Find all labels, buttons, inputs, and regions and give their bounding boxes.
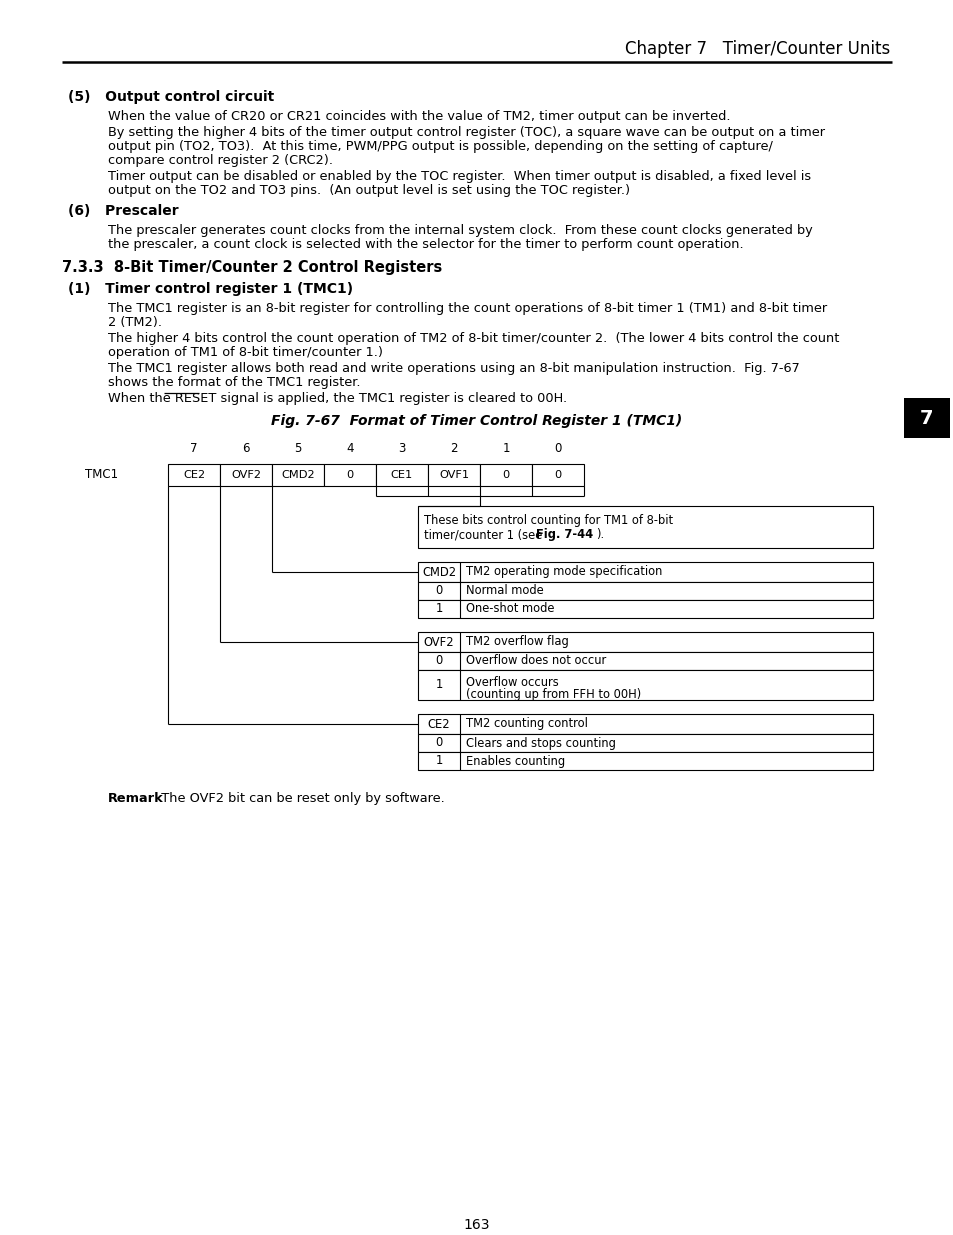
Text: Clears and stops counting: Clears and stops counting <box>465 736 616 750</box>
Bar <box>417 652 872 671</box>
Text: ).: ). <box>596 529 603 541</box>
Bar <box>417 671 872 700</box>
Text: 163: 163 <box>463 1218 490 1233</box>
Bar <box>417 506 872 548</box>
Bar <box>532 464 583 487</box>
Text: TM2 overflow flag: TM2 overflow flag <box>465 636 568 648</box>
Bar <box>903 398 949 438</box>
Text: 3: 3 <box>398 442 405 454</box>
Bar <box>375 464 428 487</box>
Text: When the value of CR20 or CR21 coincides with the value of TM2, timer output can: When the value of CR20 or CR21 coincides… <box>108 110 730 124</box>
Text: (1)   Timer control register 1 (TMC1): (1) Timer control register 1 (TMC1) <box>68 282 353 296</box>
Text: 4: 4 <box>346 442 354 454</box>
Text: Remark: Remark <box>108 792 164 805</box>
Bar <box>417 582 872 600</box>
Bar <box>272 464 324 487</box>
Text: 1: 1 <box>501 442 509 454</box>
Text: output on the TO2 and TO3 pins.  (An output level is set using the TOC register.: output on the TO2 and TO3 pins. (An outp… <box>108 184 630 198</box>
Text: The TMC1 register allows both read and write operations using an 8-bit manipulat: The TMC1 register allows both read and w… <box>108 362 799 375</box>
Text: 2 (TM2).: 2 (TM2). <box>108 316 162 329</box>
Text: By setting the higher 4 bits of the timer output control register (TOC), a squar: By setting the higher 4 bits of the time… <box>108 126 824 140</box>
Text: 0: 0 <box>435 736 442 750</box>
Text: Fig. 7-44: Fig. 7-44 <box>536 529 593 541</box>
Bar <box>220 464 272 487</box>
Text: (5)   Output control circuit: (5) Output control circuit <box>68 90 274 104</box>
Text: TM2 operating mode specification: TM2 operating mode specification <box>465 566 661 578</box>
Text: 0: 0 <box>346 471 354 480</box>
Text: 0: 0 <box>435 655 442 667</box>
Text: (counting up from FFH to 00H): (counting up from FFH to 00H) <box>465 688 640 701</box>
Text: When the RESET signal is applied, the TMC1 register is cleared to 00H.: When the RESET signal is applied, the TM… <box>108 391 566 405</box>
Text: CMD2: CMD2 <box>281 471 314 480</box>
Text: (6)   Prescaler: (6) Prescaler <box>68 204 178 219</box>
Text: OVF2: OVF2 <box>423 636 454 648</box>
Text: 7.3.3  8-Bit Timer/Counter 2 Control Registers: 7.3.3 8-Bit Timer/Counter 2 Control Regi… <box>62 261 442 275</box>
Bar <box>417 752 872 769</box>
Text: the prescaler, a count clock is selected with the selector for the timer to perf: the prescaler, a count clock is selected… <box>108 238 742 251</box>
Text: compare control register 2 (CRC2).: compare control register 2 (CRC2). <box>108 154 333 167</box>
Text: 2: 2 <box>450 442 457 454</box>
Text: Overflow occurs: Overflow occurs <box>465 676 558 689</box>
Bar <box>168 464 220 487</box>
Text: output pin (TO2, TO3).  At this time, PWM/PPG output is possible, depending on t: output pin (TO2, TO3). At this time, PWM… <box>108 140 772 153</box>
Text: 1: 1 <box>435 678 442 692</box>
Text: timer/counter 1 (see: timer/counter 1 (see <box>423 529 545 541</box>
Text: 1: 1 <box>435 603 442 615</box>
Bar <box>417 632 872 652</box>
Text: These bits control counting for TM1 of 8-bit: These bits control counting for TM1 of 8… <box>423 514 673 527</box>
Text: 6: 6 <box>242 442 250 454</box>
Text: Enables counting: Enables counting <box>465 755 564 767</box>
Bar <box>417 714 872 734</box>
Text: 1: 1 <box>435 755 442 767</box>
Text: The OVF2 bit can be reset only by software.: The OVF2 bit can be reset only by softwa… <box>152 792 444 805</box>
Text: 0: 0 <box>554 471 561 480</box>
Bar <box>417 734 872 752</box>
Text: OVF1: OVF1 <box>438 471 469 480</box>
Text: One-shot mode: One-shot mode <box>465 603 554 615</box>
Text: CE2: CE2 <box>183 471 205 480</box>
Text: 5: 5 <box>294 442 301 454</box>
Text: Normal mode: Normal mode <box>465 584 543 598</box>
Text: The prescaler generates count clocks from the internal system clock.  From these: The prescaler generates count clocks fro… <box>108 224 812 237</box>
Text: TMC1: TMC1 <box>85 468 118 482</box>
Text: The higher 4 bits control the count operation of TM2 of 8-bit timer/counter 2.  : The higher 4 bits control the count oper… <box>108 332 839 345</box>
Text: CE1: CE1 <box>391 471 413 480</box>
Bar <box>479 464 532 487</box>
Bar <box>417 600 872 618</box>
Text: Fig. 7-67  Format of Timer Control Register 1 (TMC1): Fig. 7-67 Format of Timer Control Regist… <box>271 414 682 429</box>
Bar <box>324 464 375 487</box>
Text: Chapter 7   Timer/Counter Units: Chapter 7 Timer/Counter Units <box>624 40 889 58</box>
Text: The TMC1 register is an 8-bit register for controlling the count operations of 8: The TMC1 register is an 8-bit register f… <box>108 303 826 315</box>
Text: 7: 7 <box>920 409 933 427</box>
Text: 7: 7 <box>190 442 197 454</box>
Text: CMD2: CMD2 <box>421 566 456 578</box>
Text: operation of TM1 of 8-bit timer/counter 1.): operation of TM1 of 8-bit timer/counter … <box>108 346 382 359</box>
Text: 0: 0 <box>502 471 509 480</box>
Text: Overflow does not occur: Overflow does not occur <box>465 655 605 667</box>
Text: Timer output can be disabled or enabled by the TOC register.  When timer output : Timer output can be disabled or enabled … <box>108 170 810 183</box>
Text: OVF2: OVF2 <box>231 471 261 480</box>
Bar <box>417 562 872 582</box>
Text: 0: 0 <box>554 442 561 454</box>
Text: CE2: CE2 <box>427 718 450 730</box>
Bar <box>428 464 479 487</box>
Text: TM2 counting control: TM2 counting control <box>465 718 587 730</box>
Text: shows the format of the TMC1 register.: shows the format of the TMC1 register. <box>108 375 360 389</box>
Text: 0: 0 <box>435 584 442 598</box>
